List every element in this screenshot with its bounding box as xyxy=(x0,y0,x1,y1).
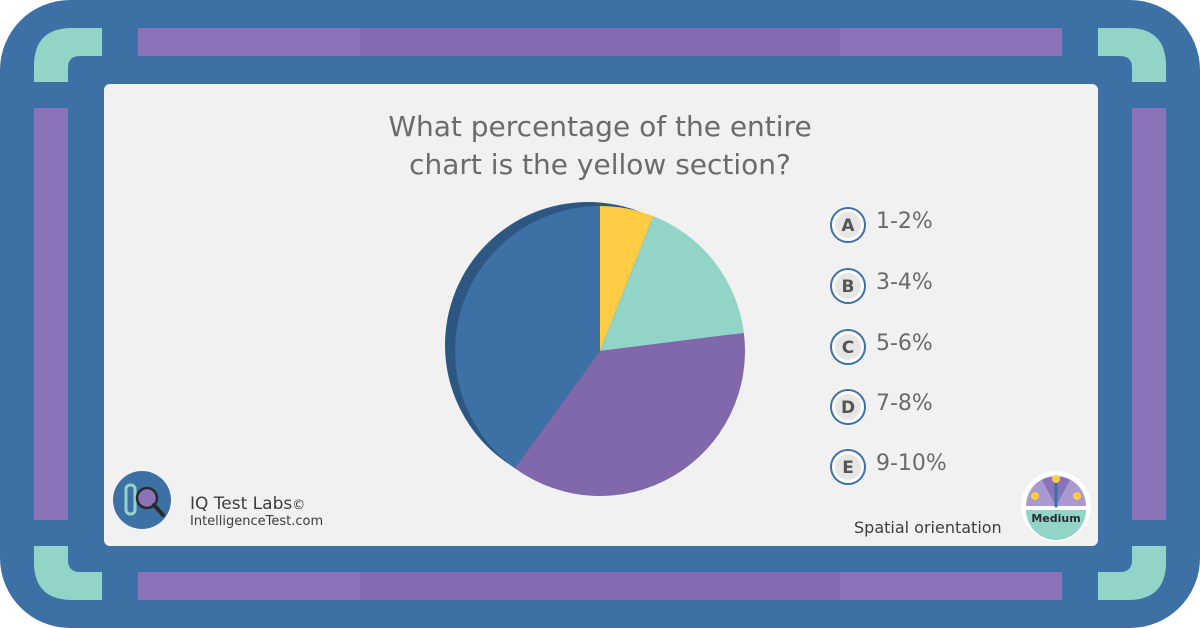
option-text: 7-8% xyxy=(876,391,933,416)
iq-test-labs-logo-icon xyxy=(113,471,171,529)
question-text: What percentage of the entire chart is t… xyxy=(330,108,870,184)
brand-name: IQ Test Labs© xyxy=(190,494,305,514)
brand-name-text: IQ Test Labs xyxy=(190,494,293,514)
answer-option-c[interactable]: C 5-6% xyxy=(828,327,1008,367)
answer-option-a[interactable]: A 1-2% xyxy=(828,205,1008,245)
difficulty-gauge-icon: Medium xyxy=(1021,471,1091,541)
option-text: 5-6% xyxy=(876,331,933,356)
option-letter: E xyxy=(842,458,854,478)
option-text: 1-2% xyxy=(876,209,933,234)
answer-option-b[interactable]: B 3-4% xyxy=(828,266,1008,306)
option-badge: E xyxy=(830,449,866,485)
answer-option-e[interactable]: E 9-10% xyxy=(828,447,1008,487)
option-badge: A xyxy=(830,207,866,243)
pie-slice-1 xyxy=(600,206,654,351)
brand-url: IntelligenceTest.com xyxy=(190,514,324,529)
option-text: 9-10% xyxy=(876,451,947,476)
option-text: 3-4% xyxy=(876,270,933,295)
option-letter: A xyxy=(841,216,855,236)
answer-option-d[interactable]: D 7-8% xyxy=(828,387,1008,427)
pie-slices xyxy=(455,206,745,496)
option-letter: D xyxy=(841,398,855,418)
option-badge: B xyxy=(830,268,866,304)
pie-slice-4 xyxy=(455,206,600,469)
pie-chart xyxy=(445,202,745,496)
option-letter: C xyxy=(842,338,854,358)
copyright-mark: © xyxy=(292,498,306,513)
pie-slice-2 xyxy=(600,216,744,351)
question-line-1: What percentage of the entire xyxy=(388,110,812,143)
option-badge: D xyxy=(830,389,866,425)
option-letter: B xyxy=(842,277,855,297)
difficulty-label: Medium xyxy=(1031,512,1080,525)
option-badge: C xyxy=(830,329,866,365)
pie-slice-3 xyxy=(514,332,745,496)
question-line-2: chart is the yellow section? xyxy=(409,148,791,181)
category-label: Spatial orientation xyxy=(854,518,1002,537)
